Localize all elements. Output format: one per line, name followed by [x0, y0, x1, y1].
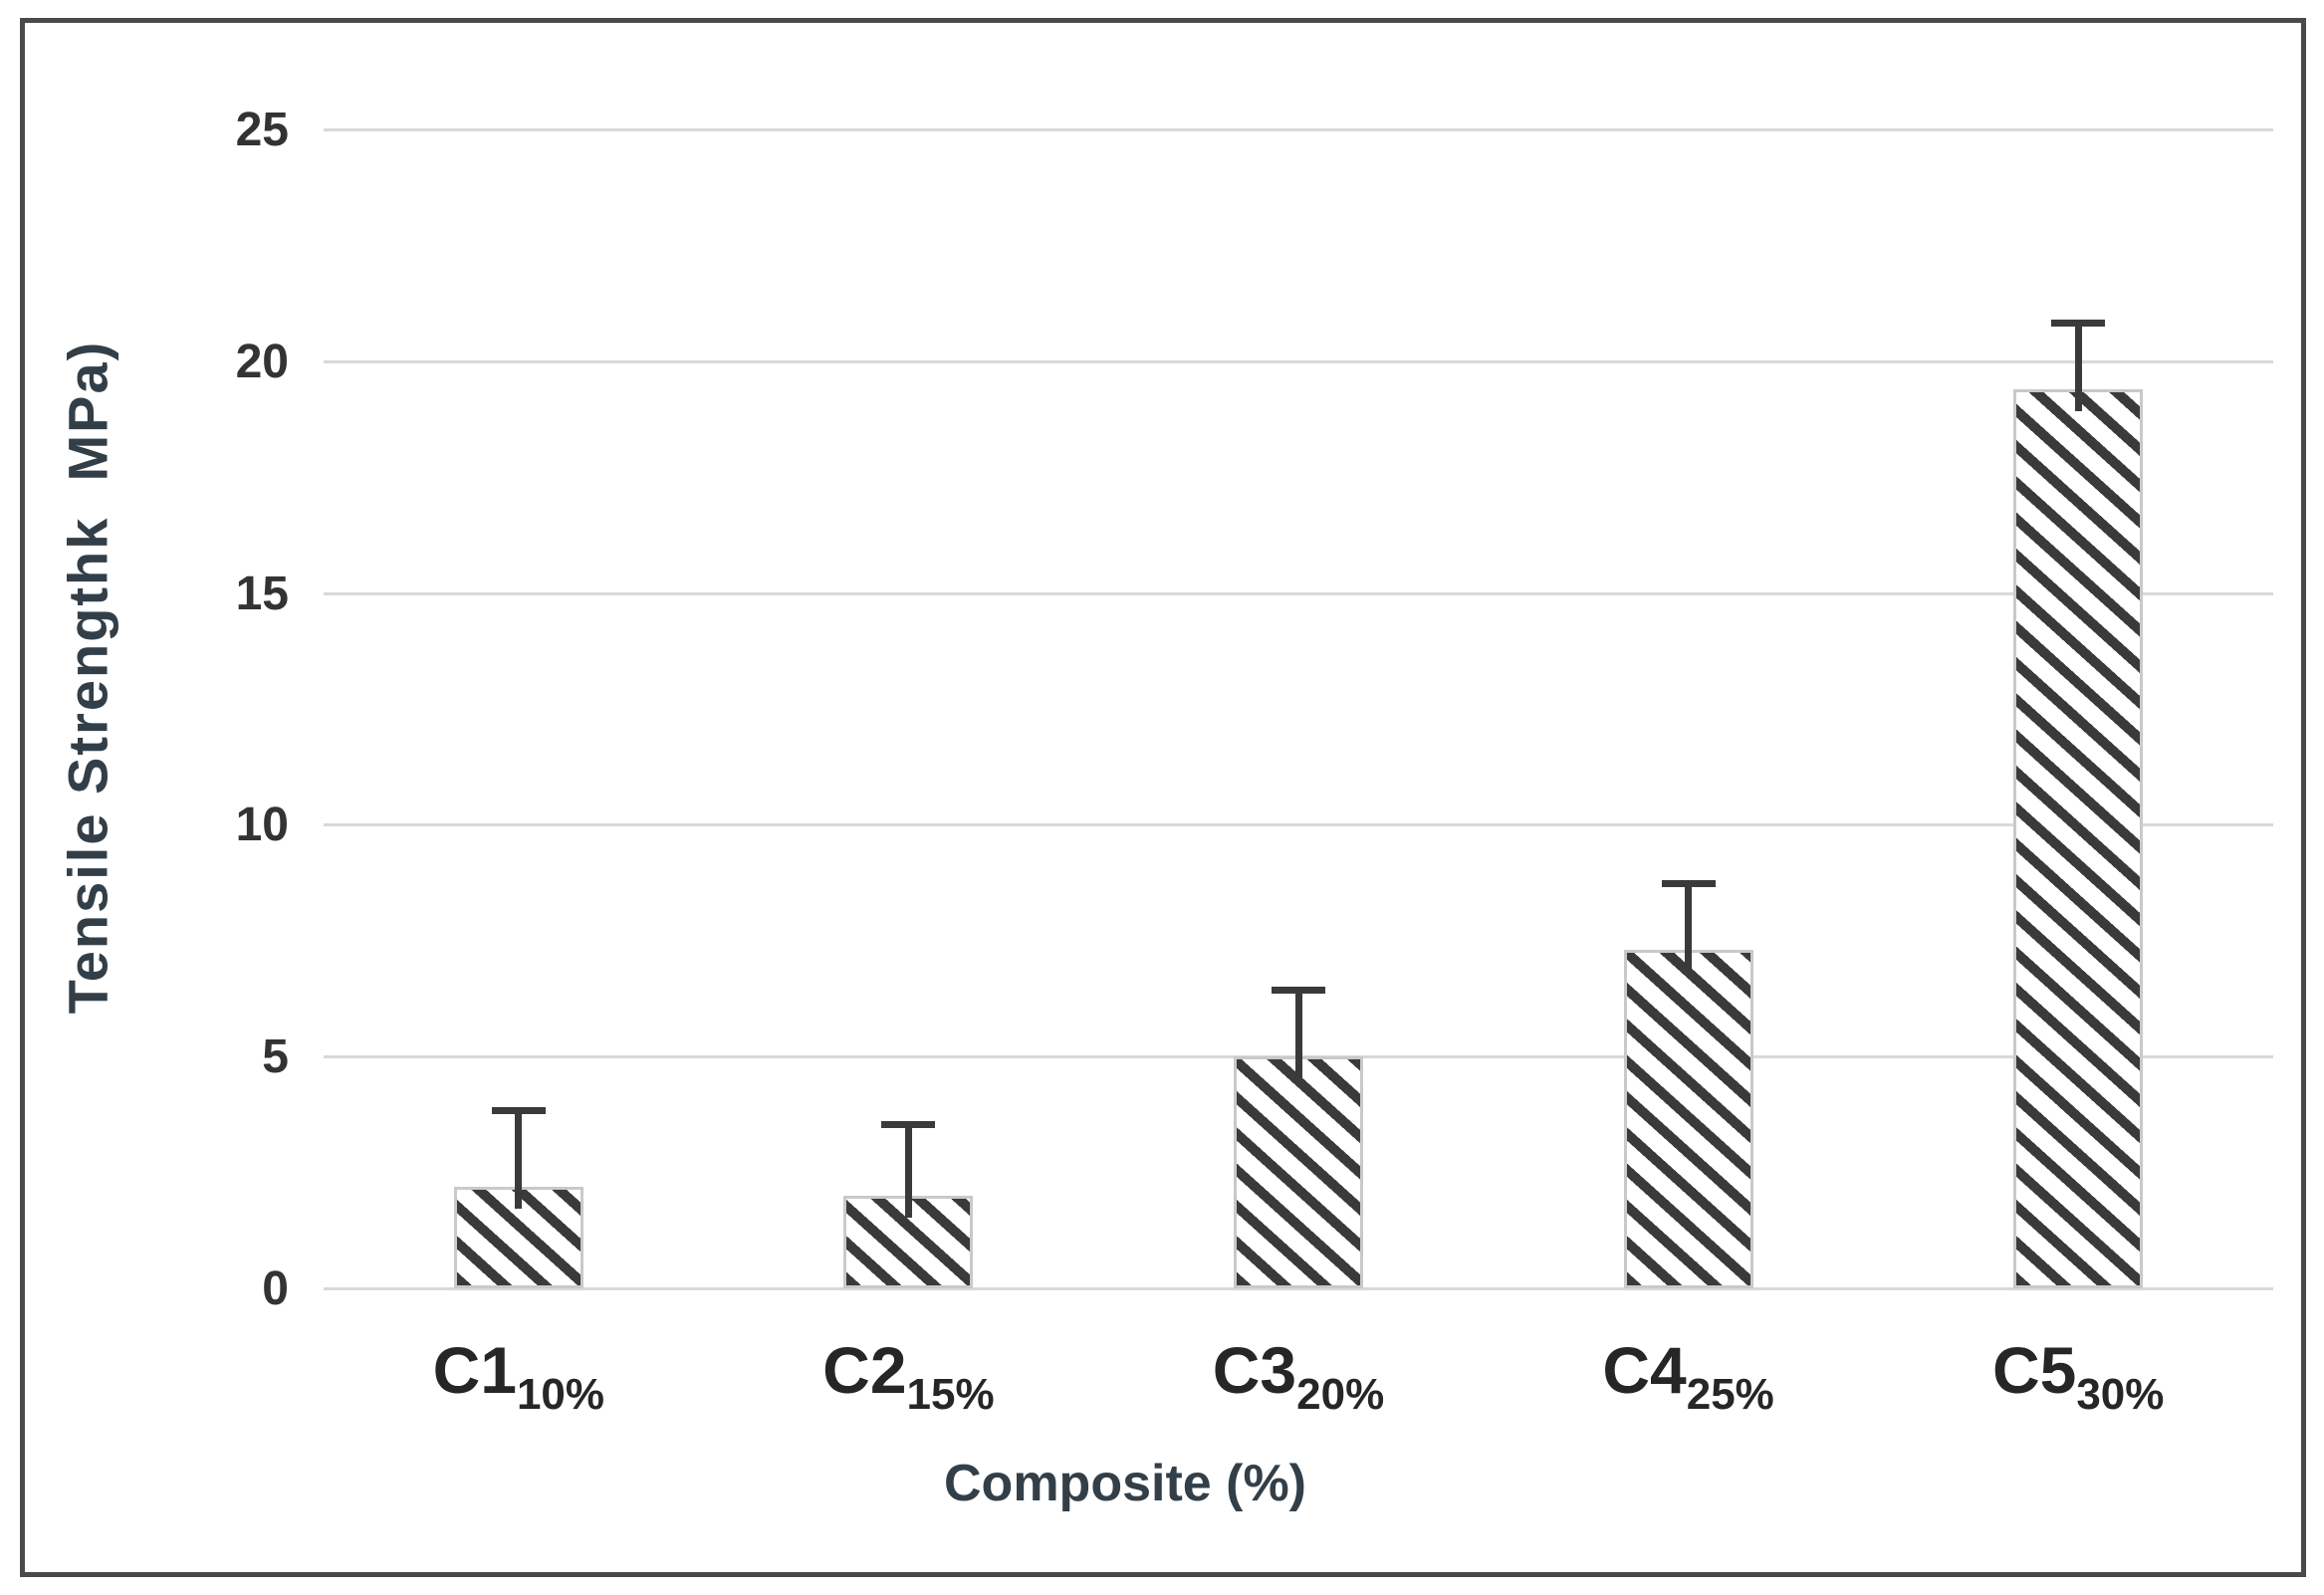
y-tick-label-5: 5 — [262, 1030, 289, 1084]
y-tick-label-0: 0 — [262, 1262, 289, 1315]
error-bar-line-C3 — [1294, 987, 1302, 1079]
category-label-C3: C320% — [1212, 1332, 1384, 1419]
error-bar-cap-C1 — [491, 1107, 546, 1115]
error-bar-cap-C3 — [1272, 987, 1325, 995]
bar-C4 — [1623, 950, 1753, 1288]
plot-area — [324, 0, 2273, 1290]
category-label-subscript: 20% — [1296, 1370, 1385, 1419]
bar-C3 — [1234, 1056, 1363, 1288]
category-label-subscript: 25% — [1686, 1370, 1774, 1419]
error-bar-line-C1 — [515, 1107, 523, 1209]
category-label-C5: C530% — [1991, 1332, 2164, 1419]
bar-C5 — [2013, 388, 2144, 1288]
category-label-main: C2 — [822, 1333, 907, 1407]
category-label-subscript: 10% — [516, 1370, 605, 1419]
gridline-20 — [324, 359, 2273, 363]
category-label-subscript: 30% — [2076, 1370, 2165, 1419]
category-label-main: C3 — [1212, 1333, 1297, 1407]
category-label-main: C1 — [432, 1333, 517, 1407]
category-label-subscript: 15% — [906, 1370, 995, 1419]
error-bar-line-C4 — [1685, 880, 1693, 973]
category-label-C2: C215% — [822, 1332, 994, 1419]
y-tick-label-25: 25 — [235, 104, 289, 156]
y-axis-title: Tensile Strengthk MPa) — [56, 340, 119, 1015]
gridline-10 — [324, 823, 2273, 827]
error-bar-line-C2 — [904, 1121, 912, 1218]
category-label-main: C4 — [1602, 1333, 1687, 1407]
gridline-25 — [324, 128, 2273, 131]
category-label-C4: C425% — [1602, 1332, 1773, 1419]
error-bar-cap-C4 — [1661, 880, 1716, 888]
x-axis-title: Composite (%) — [944, 1455, 1306, 1512]
y-tick-label-20: 20 — [235, 335, 289, 388]
y-tick-label-10: 10 — [235, 798, 289, 852]
error-bar-line-C5 — [2074, 319, 2082, 411]
category-label-C1: C110% — [432, 1332, 604, 1419]
error-bar-cap-C5 — [2051, 319, 2106, 327]
category-label-main: C5 — [1991, 1333, 2077, 1407]
y-tick-label-15: 15 — [235, 567, 289, 620]
error-bar-cap-C2 — [881, 1121, 936, 1129]
gridline-15 — [324, 591, 2273, 595]
gridline-0 — [324, 1287, 2273, 1290]
